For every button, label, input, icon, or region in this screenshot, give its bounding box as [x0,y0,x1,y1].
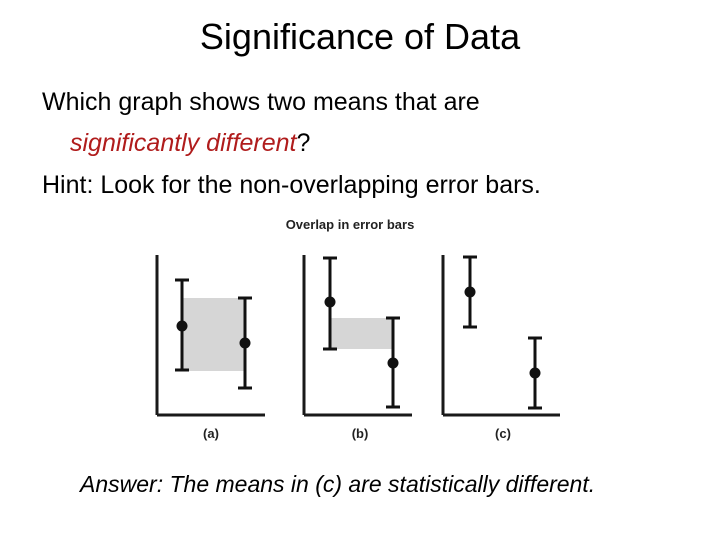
question-line-2: significantly different? [70,126,720,160]
slide-title: Significance of Data [199,16,521,57]
question-mark: ? [296,129,311,157]
mean-point-c2 [529,367,541,379]
question-emphasis: significantly different [70,129,297,157]
mean-point-b1 [324,296,336,308]
answer-text: Answer: The means in (c) are statistical… [80,471,596,497]
figure-title: Overlap in error bars [286,217,415,232]
mean-point-a2 [239,337,251,349]
overlap-region-b [330,318,393,349]
panel-a: (a) [155,255,265,441]
mean-point-c1 [464,286,476,298]
hint-text: Hint: Look for the non-overlapping error… [42,171,541,199]
panel-c: (c) [441,255,560,441]
panel-label-a: (a) [203,426,219,441]
overlap-region-a [182,298,245,371]
mean-point-a1 [176,320,188,332]
panel-b: (b) [302,255,412,441]
error-bars-figure: Overlap in error bars (a) [155,217,560,441]
panel-label-c: (c) [495,426,511,441]
question-line-1: Which graph shows two means that are [42,88,480,116]
mean-point-b2 [387,357,399,369]
panel-label-b: (b) [352,426,369,441]
